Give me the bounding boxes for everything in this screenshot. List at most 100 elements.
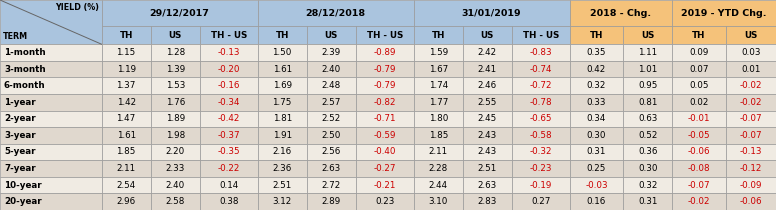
Bar <box>356 77 414 94</box>
Bar <box>570 160 623 177</box>
Text: -0.13: -0.13 <box>217 48 240 57</box>
Bar <box>307 193 356 210</box>
Text: 2.43: 2.43 <box>478 131 497 140</box>
Bar <box>462 26 512 44</box>
Bar <box>726 127 776 144</box>
Bar <box>200 77 258 94</box>
Text: 2.63: 2.63 <box>478 181 497 190</box>
Text: 0.35: 0.35 <box>587 48 606 57</box>
Bar <box>200 177 258 193</box>
Bar <box>623 127 672 144</box>
Bar <box>356 193 414 210</box>
Text: 0.31: 0.31 <box>587 147 606 156</box>
Text: 3.12: 3.12 <box>272 197 292 206</box>
Text: 2.58: 2.58 <box>165 197 185 206</box>
Text: 1.39: 1.39 <box>165 65 185 73</box>
Bar <box>570 193 623 210</box>
Bar <box>102 44 151 61</box>
Bar <box>151 26 200 44</box>
Bar <box>307 110 356 127</box>
Bar <box>356 160 414 177</box>
Text: 2.16: 2.16 <box>272 147 292 156</box>
Text: 0.30: 0.30 <box>587 131 606 140</box>
Text: 0.27: 0.27 <box>531 197 550 206</box>
Bar <box>623 77 672 94</box>
Bar <box>726 177 776 193</box>
Bar <box>258 144 307 160</box>
Text: US: US <box>324 31 338 40</box>
Text: 1.81: 1.81 <box>272 114 292 123</box>
Bar <box>512 77 570 94</box>
Text: -0.02: -0.02 <box>688 197 710 206</box>
Bar <box>102 77 151 94</box>
Text: -0.07: -0.07 <box>740 114 762 123</box>
Bar <box>151 94 200 110</box>
Bar <box>512 110 570 127</box>
Bar <box>414 160 462 177</box>
Bar <box>726 160 776 177</box>
Text: 1.01: 1.01 <box>638 65 657 73</box>
Bar <box>0 44 102 61</box>
Bar <box>672 160 726 177</box>
Text: 1.67: 1.67 <box>428 65 448 73</box>
Text: -0.40: -0.40 <box>373 147 396 156</box>
Text: 5-year: 5-year <box>4 147 36 156</box>
Bar <box>726 61 776 77</box>
Bar <box>102 110 151 127</box>
Bar <box>151 160 200 177</box>
Bar <box>570 177 623 193</box>
Text: 2.39: 2.39 <box>322 48 341 57</box>
Bar <box>672 127 726 144</box>
Bar <box>258 61 307 77</box>
Text: TH: TH <box>692 31 705 40</box>
Text: 0.25: 0.25 <box>587 164 606 173</box>
Bar <box>0 0 102 44</box>
Bar <box>258 0 414 26</box>
Bar <box>102 94 151 110</box>
Bar <box>102 0 258 26</box>
Bar <box>570 77 623 94</box>
Bar <box>356 94 414 110</box>
Text: 2.89: 2.89 <box>322 197 341 206</box>
Text: -0.08: -0.08 <box>688 164 710 173</box>
Text: US: US <box>744 31 757 40</box>
Bar <box>570 44 623 61</box>
Text: 0.02: 0.02 <box>689 98 708 107</box>
Bar <box>512 177 570 193</box>
Bar <box>414 26 462 44</box>
Text: 2.40: 2.40 <box>322 65 341 73</box>
Text: 7-year: 7-year <box>4 164 36 173</box>
Text: 1.61: 1.61 <box>272 65 292 73</box>
Text: 0.52: 0.52 <box>638 131 657 140</box>
Bar <box>0 94 102 110</box>
Text: 2.40: 2.40 <box>165 181 185 190</box>
Bar <box>102 127 151 144</box>
Text: TH - US: TH - US <box>210 31 247 40</box>
Bar <box>462 193 512 210</box>
Text: -0.09: -0.09 <box>740 181 762 190</box>
Text: 2.52: 2.52 <box>322 114 341 123</box>
Text: 0.16: 0.16 <box>587 197 606 206</box>
Text: 1.89: 1.89 <box>165 114 185 123</box>
Text: -0.16: -0.16 <box>217 81 240 90</box>
Bar <box>0 160 102 177</box>
Text: 1.85: 1.85 <box>428 131 448 140</box>
Bar <box>414 94 462 110</box>
Text: 1.61: 1.61 <box>116 131 136 140</box>
Text: 2.83: 2.83 <box>478 197 497 206</box>
Text: US: US <box>168 31 182 40</box>
Bar <box>623 160 672 177</box>
Bar <box>462 61 512 77</box>
Text: 2019 - YTD Chg.: 2019 - YTD Chg. <box>681 9 767 18</box>
Text: 0.32: 0.32 <box>587 81 606 90</box>
Text: 0.09: 0.09 <box>689 48 708 57</box>
Bar <box>307 77 356 94</box>
Text: 2.45: 2.45 <box>478 114 497 123</box>
Text: TH - US: TH - US <box>523 31 559 40</box>
Text: 2.46: 2.46 <box>478 81 497 90</box>
Text: 2.48: 2.48 <box>322 81 341 90</box>
Bar <box>200 44 258 61</box>
Text: 0.31: 0.31 <box>638 197 657 206</box>
Bar <box>356 127 414 144</box>
Text: 1-year: 1-year <box>4 98 36 107</box>
